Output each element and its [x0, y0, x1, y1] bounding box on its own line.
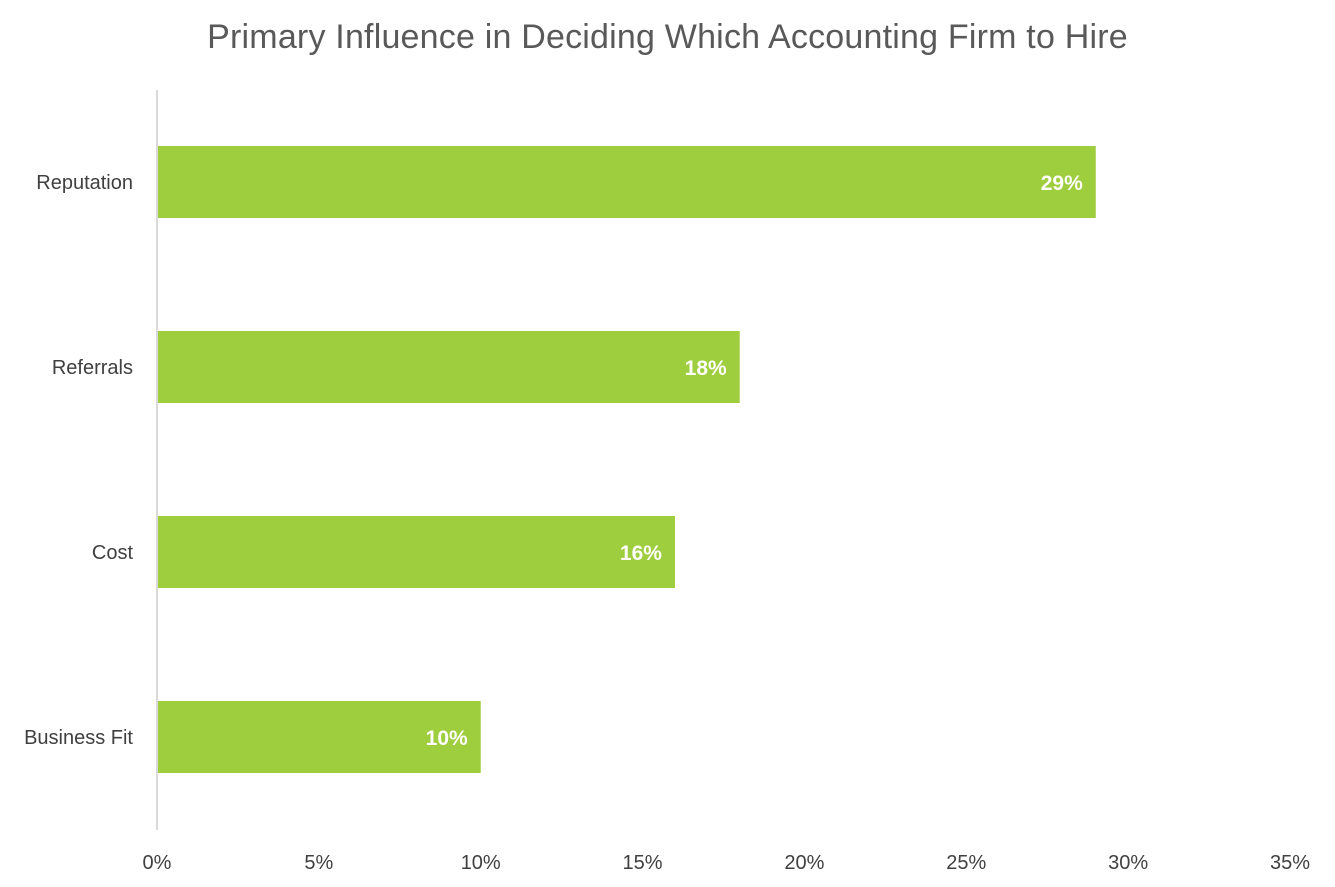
category-label: Referrals: [52, 357, 133, 379]
x-tick-label: 10%: [461, 852, 501, 874]
x-tick-label: 25%: [946, 852, 986, 874]
bars-layer: 29% 18% 16% 10%: [157, 146, 1096, 773]
chart-title: Primary Influence in Deciding Which Acco…: [207, 18, 1128, 56]
x-tick-label: 0%: [143, 852, 172, 874]
bar-referrals: [157, 331, 740, 403]
category-label: Cost: [92, 542, 134, 564]
data-label: 29%: [1041, 172, 1083, 195]
category-label: Reputation: [36, 172, 133, 194]
bar-cost: [157, 516, 675, 588]
data-label: 18%: [685, 357, 727, 380]
x-tick-label: 20%: [784, 852, 824, 874]
category-labels: Reputation Referrals Cost Business Fit: [24, 172, 133, 749]
x-tick-labels: 0% 5% 10% 15% 20% 25% 30% 35%: [143, 852, 1311, 874]
bar-reputation: [157, 146, 1096, 218]
category-label: Business Fit: [24, 727, 133, 749]
data-label: 10%: [426, 727, 468, 750]
x-tick-label: 30%: [1108, 852, 1148, 874]
bar-business-fit: [157, 701, 481, 773]
x-tick-label: 5%: [304, 852, 333, 874]
data-label: 16%: [620, 542, 662, 565]
x-tick-label: 15%: [623, 852, 663, 874]
x-tick-label: 35%: [1270, 852, 1310, 874]
